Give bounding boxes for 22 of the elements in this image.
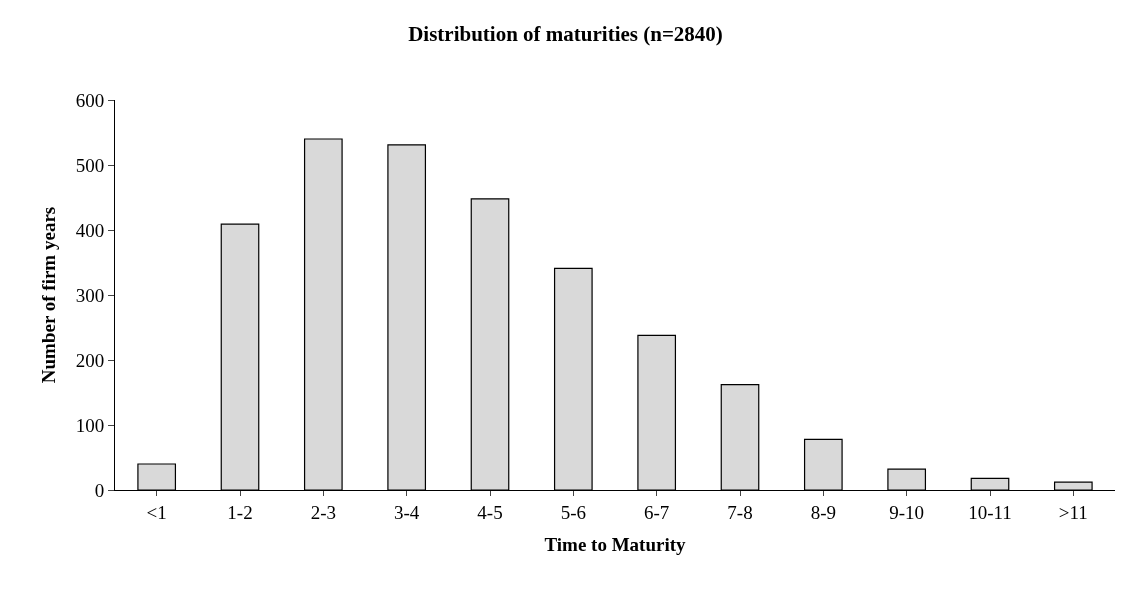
x-tick-label: 3-4 [394,501,420,523]
x-tick-label: 10-11 [968,501,1012,523]
y-tick-label: 300 [75,284,105,306]
x-tick-label: 4-5 [477,501,503,523]
y-axis-title: Number of firm years [37,206,59,384]
x-tick-label: 7-8 [727,501,753,523]
x-tick-label: 9-10 [889,501,925,523]
x-tick-label: 2-3 [310,501,336,523]
y-tick-label: 500 [75,154,105,176]
y-tick-label: 200 [75,349,105,371]
x-tick-label: 5-6 [560,501,586,523]
y-tick-label: 600 [75,89,105,111]
x-tick-label: 8-9 [810,501,836,523]
x-axis-title: Time to Maturity [544,533,687,555]
x-tick-label: 6-7 [644,501,670,523]
x-tick-label: <1 [146,501,167,523]
y-tick-label: 400 [75,219,105,241]
y-tick-label: 0 [94,479,105,501]
y-tick-label: 100 [75,414,105,436]
x-tick-label: >11 [1058,501,1088,523]
x-tick-label: 1-2 [227,501,253,523]
chart-title: Distribution of maturities (n=2840) [408,22,723,47]
